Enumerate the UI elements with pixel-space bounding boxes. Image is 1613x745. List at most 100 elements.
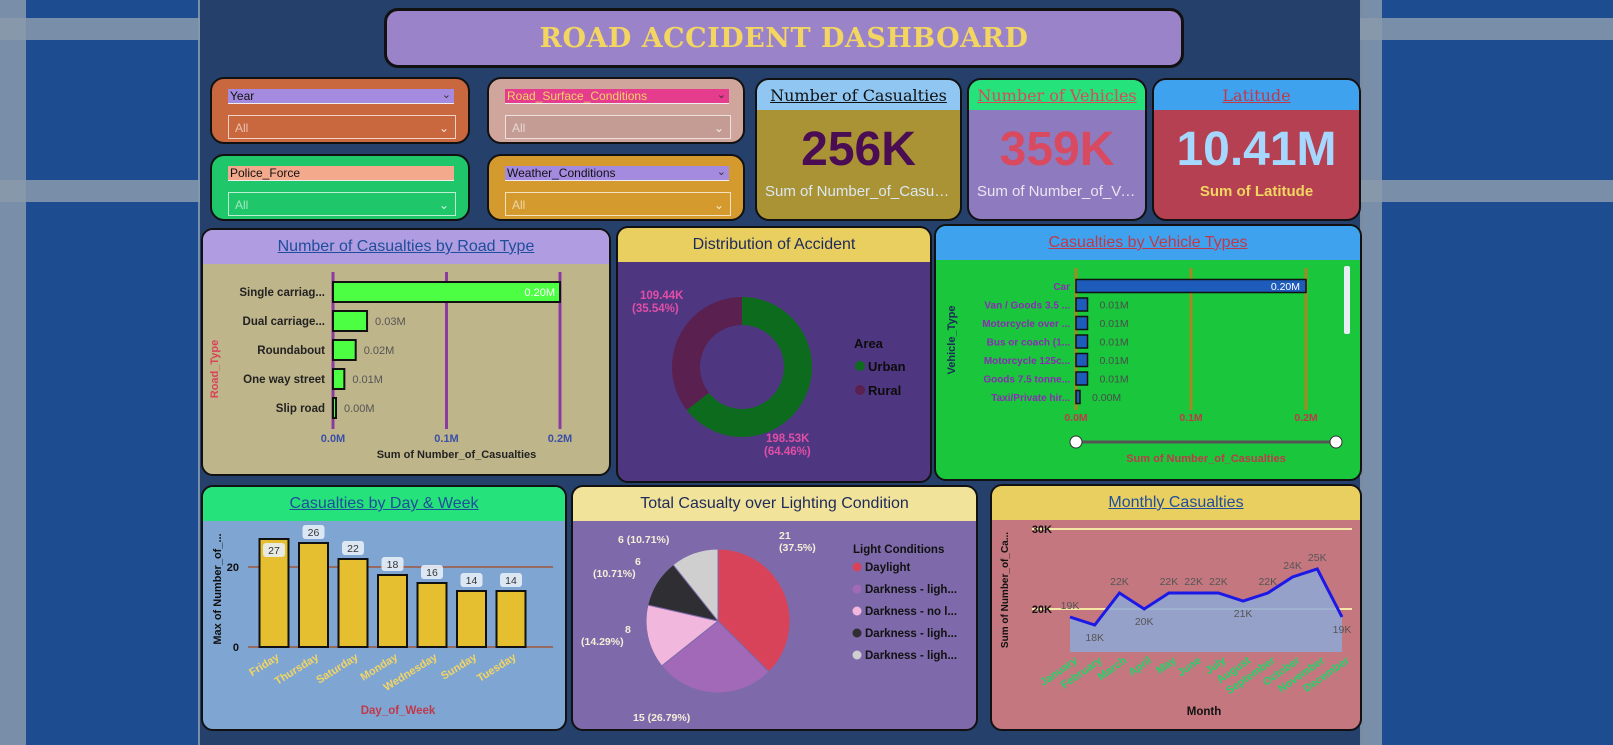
data-label-box [263, 543, 285, 557]
data-label-box [302, 525, 325, 539]
x-axis-label: Month [1187, 706, 1221, 718]
category-label: March [1096, 654, 1130, 683]
bar [1075, 278, 1307, 294]
data-label: 20K [1135, 616, 1154, 628]
dashboard-title-bar: ROAD ACCIDENT DASHBOARD [384, 8, 1184, 68]
kpi-title: Number of Casualties [757, 80, 960, 110]
chart-title: Monthly Casualties [992, 486, 1360, 520]
slicer-police-force[interactable]: Police_Force All ⌄ [210, 154, 470, 221]
data-label: (10.71%) [593, 568, 636, 580]
data-label: 198.53K [766, 433, 810, 445]
data-label: 16 [426, 567, 438, 579]
category-label: Goods 7.5 tonne... [983, 375, 1070, 386]
y-axis-label: Max of Number_of_... [212, 533, 224, 644]
bar [1075, 297, 1089, 312]
bar [332, 310, 369, 332]
kpi-value: 359K [999, 123, 1115, 176]
distribution-chart: 198.53K(64.46%) 109.44K(35.54%) Area Urban R… [632, 290, 906, 458]
data-label: 0.01M [1100, 355, 1129, 367]
data-label: 0.01M [1100, 300, 1129, 312]
category-label: April [1126, 655, 1153, 679]
scrollbar [1344, 266, 1350, 334]
slicer-police-force-label: Police_Force [228, 166, 454, 181]
background-frame [0, 18, 210, 40]
series-line [1069, 567, 1344, 627]
bar [495, 590, 527, 648]
x-axis-label: Day_of_Week [361, 705, 436, 717]
dashboard-title: ROAD ACCIDENT DASHBOARD [539, 22, 1029, 54]
slicer-year[interactable]: Year ⌄ All ⌄ [210, 77, 470, 144]
chevron-down-icon: ⌄ [713, 198, 724, 212]
panel-lighting: Total Casualty over Lighting Condition 2… [571, 485, 978, 731]
category-label: Roundabout [257, 345, 325, 357]
legend-label: Darkness - no l... [865, 606, 957, 618]
legend-marker [855, 385, 865, 395]
bar [332, 339, 357, 361]
category-label: Bus or coach (1... [987, 338, 1071, 349]
panel-road-type: Number of Casualties by Road Type Single… [201, 228, 611, 476]
tick-label: 20 [227, 562, 239, 574]
bar [298, 542, 329, 648]
tick-label: 0.2M [548, 433, 572, 445]
legend-label: Darkness - ligh... [865, 628, 957, 640]
legend-title: Light Conditions [853, 544, 944, 556]
background-right-panel [1363, 0, 1613, 745]
donut-slice [672, 297, 742, 411]
y-axis-label: Sum of Number_of_Ca... [1000, 532, 1011, 648]
data-label: 21 [779, 530, 791, 542]
data-label: 22K [1110, 576, 1129, 588]
panel-day-week: Casualties by Day & Week 20 0 27 Friday 26 Th… [201, 485, 567, 731]
chevron-down-icon: ⌄ [438, 121, 449, 135]
pie-slice [661, 620, 770, 694]
data-label: 109.44K [640, 290, 684, 302]
chevron-down-icon: ⌄ [713, 121, 724, 135]
category-label: Van / Goods 3.5 ... [984, 301, 1070, 312]
slicer-road-surface-dropdown[interactable]: All ⌄ [505, 115, 731, 139]
bar [416, 582, 448, 648]
data-label: 0.01M [352, 374, 383, 386]
slicer-weather-dropdown[interactable]: All ⌄ [505, 192, 731, 216]
data-label: 0.00M [344, 403, 375, 415]
data-label-box [460, 573, 483, 587]
bar [1075, 315, 1089, 331]
x-axis-label: Sum of Number_of_Casualties [1126, 453, 1286, 465]
data-label: 22K [1184, 576, 1203, 588]
slicer-police-force-dropdown[interactable]: All ⌄ [228, 192, 456, 216]
bar [332, 281, 561, 303]
kpi-title: Latitude [1154, 80, 1359, 110]
data-label: 0.20M [524, 287, 555, 299]
pie-slice [672, 548, 719, 623]
tick-label: 0.0M [321, 433, 345, 445]
kpi-subtitle: Sum of Number_of_Ve... [977, 183, 1142, 200]
bar [456, 590, 487, 648]
category-label: Taxi/Private hir... [991, 393, 1070, 404]
bar [1075, 389, 1081, 405]
data-label: (64.46%) [764, 446, 811, 458]
slicer-road-surface[interactable]: Road_Surface_Conditions ⌄ All ⌄ [487, 77, 745, 144]
data-label: 19K [1333, 624, 1352, 636]
kpi-title: Number of Vehicles [969, 80, 1145, 110]
zoom-slider-handle [1069, 435, 1083, 449]
slicer-weather[interactable]: Weather_Conditions ⌄ All ⌄ [487, 154, 745, 221]
data-label: (14.29%) [581, 636, 624, 648]
category-label: June [1175, 655, 1203, 680]
data-label: 0.00M [1092, 392, 1121, 404]
bar [337, 558, 369, 648]
data-label: 26 [308, 527, 320, 539]
data-label: 19K [1061, 600, 1080, 612]
kpi-subtitle: Sum of Latitude [1199, 183, 1314, 200]
category-label: Dual carriage... [243, 316, 325, 328]
data-label: 0.20M [1271, 281, 1300, 293]
slicer-road-surface-label: Road_Surface_Conditions ⌄ [505, 89, 729, 104]
background-left-panel [0, 0, 210, 745]
category-label: One way street [243, 374, 325, 386]
legend-marker [852, 584, 862, 594]
background-frame [0, 180, 210, 202]
data-label: 8 [625, 624, 631, 636]
data-label: 18 [387, 559, 399, 571]
data-label-box [342, 541, 364, 555]
slicer-year-dropdown[interactable]: All ⌄ [228, 115, 456, 139]
category-label: Thursday [273, 651, 322, 688]
legend-label: Daylight [865, 562, 911, 574]
data-label: 22K [1258, 576, 1277, 588]
